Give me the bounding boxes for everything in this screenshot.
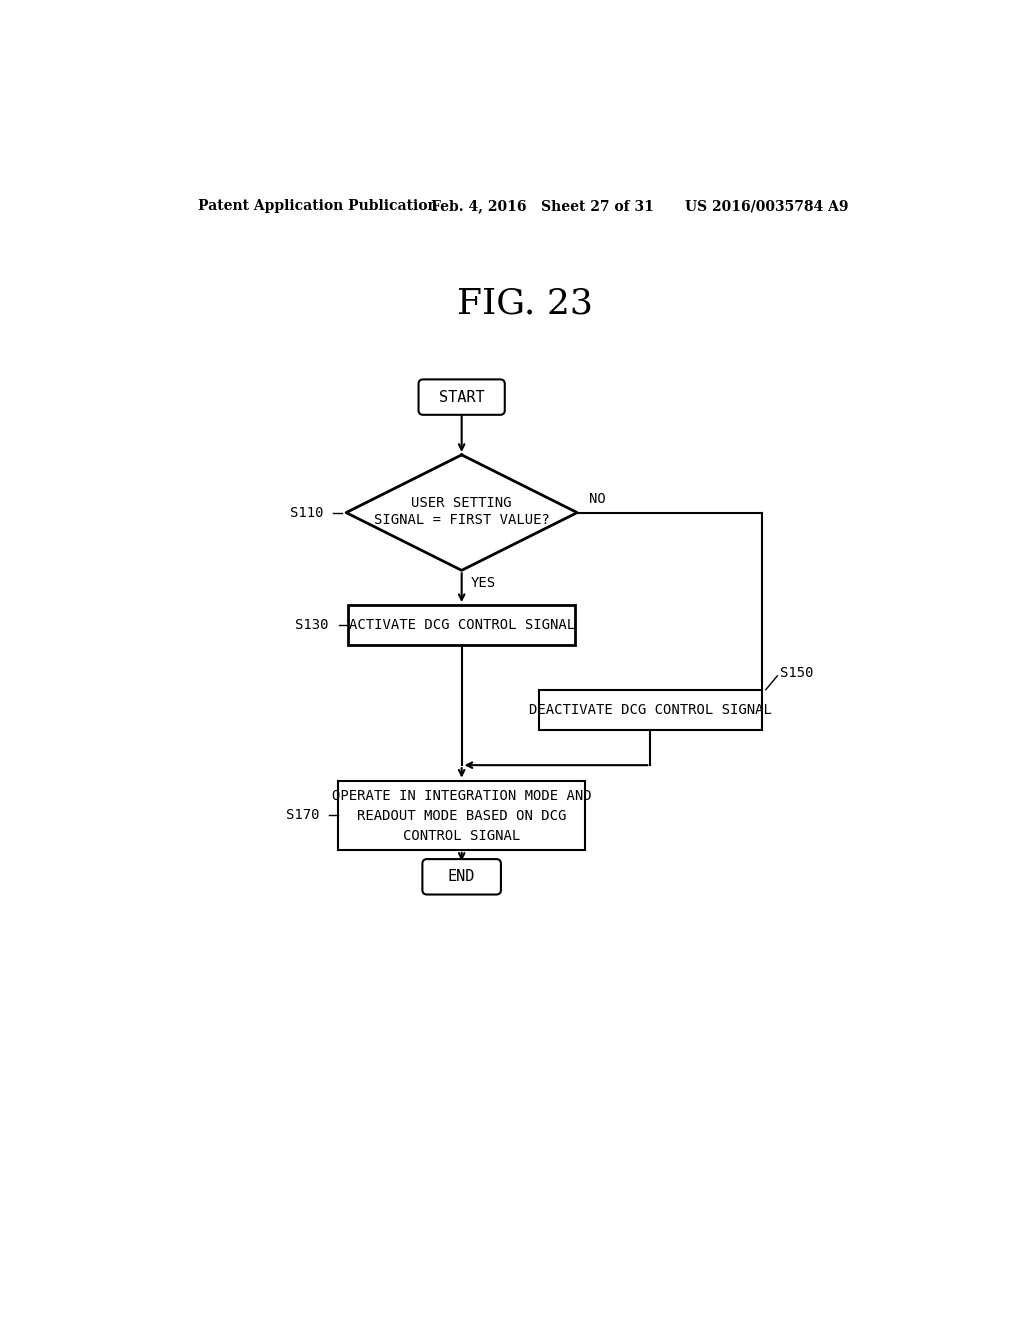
Text: YES: YES: [471, 576, 496, 590]
Text: SIGNAL = FIRST VALUE?: SIGNAL = FIRST VALUE?: [374, 513, 550, 527]
Bar: [339, 780, 585, 850]
Text: USER SETTING: USER SETTING: [412, 496, 512, 511]
Text: END: END: [447, 870, 475, 884]
Text: FIG. 23: FIG. 23: [457, 286, 593, 321]
Bar: [348, 605, 575, 645]
Text: CONTROL SIGNAL: CONTROL SIGNAL: [403, 829, 520, 843]
Text: Patent Application Publication: Patent Application Publication: [199, 199, 438, 213]
Text: DEACTIVATE DCG CONTROL SIGNAL: DEACTIVATE DCG CONTROL SIGNAL: [528, 702, 772, 717]
Bar: [539, 689, 762, 730]
Text: READOUT MODE BASED ON DCG: READOUT MODE BASED ON DCG: [357, 809, 566, 822]
Text: START: START: [439, 389, 484, 405]
Text: S110: S110: [290, 506, 323, 520]
Text: OPERATE IN INTEGRATION MODE AND: OPERATE IN INTEGRATION MODE AND: [332, 789, 592, 803]
FancyBboxPatch shape: [419, 379, 505, 414]
Text: S150: S150: [779, 665, 813, 680]
FancyBboxPatch shape: [422, 859, 501, 895]
Text: S130: S130: [295, 618, 329, 632]
Text: NO: NO: [589, 492, 605, 506]
Text: US 2016/0035784 A9: US 2016/0035784 A9: [685, 199, 849, 213]
Text: S170: S170: [286, 808, 319, 822]
Text: Feb. 4, 2016   Sheet 27 of 31: Feb. 4, 2016 Sheet 27 of 31: [431, 199, 653, 213]
Text: ACTIVATE DCG CONTROL SIGNAL: ACTIVATE DCG CONTROL SIGNAL: [348, 618, 574, 632]
